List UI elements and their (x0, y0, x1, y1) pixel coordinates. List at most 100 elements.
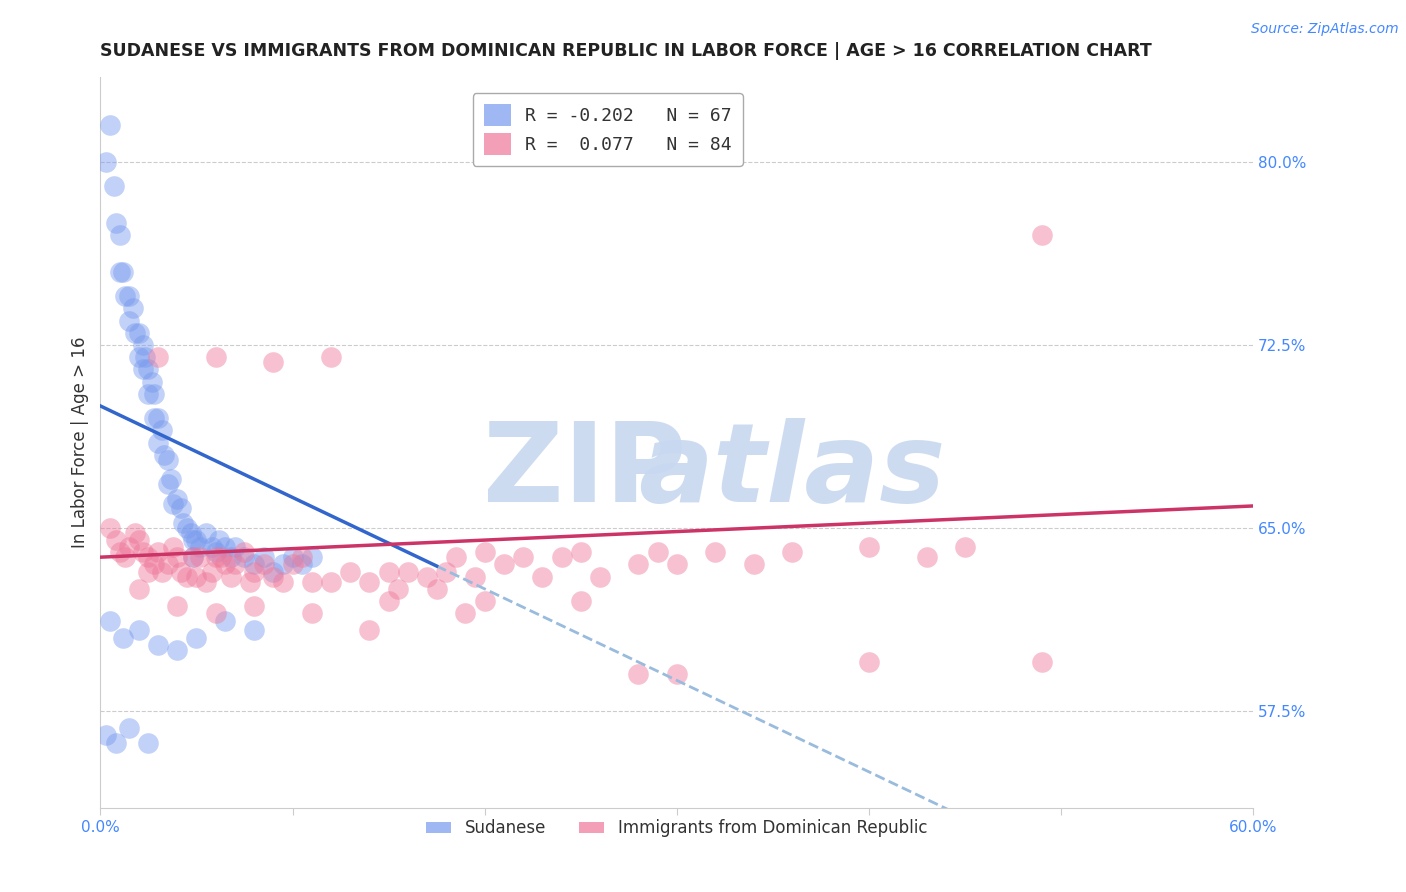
Point (112, 631, 135, 645)
Point (474, 545, 496, 559)
Point (143, 558, 166, 572)
Point (131, 545, 153, 559)
Point (339, 565, 361, 579)
Point (138, 735, 160, 749)
Point (131, 338, 153, 352)
Point (146, 638, 169, 652)
Point (170, 565, 193, 579)
Point (359, 574, 381, 589)
Point (170, 501, 193, 516)
Point (319, 350, 342, 364)
Point (319, 574, 342, 589)
Point (181, 550, 204, 565)
Point (181, 550, 204, 565)
Point (301, 574, 323, 589)
Point (492, 558, 515, 572)
Point (195, 525, 218, 540)
Point (166, 491, 188, 506)
Point (108, 265, 131, 279)
Point (104, 533, 127, 547)
Point (186, 570, 208, 584)
Text: ZIP: ZIP (482, 418, 686, 525)
Point (627, 558, 650, 572)
Point (176, 570, 198, 584)
Text: SUDANESE VS IMMIGRANTS FROM DOMINICAN REPUBLIC IN LABOR FORCE | AGE > 16 CORRELA: SUDANESE VS IMMIGRANTS FROM DOMINICAN RE… (100, 42, 1152, 60)
Point (569, 545, 592, 559)
Point (387, 582, 409, 596)
Point (128, 326, 150, 340)
Point (108, 545, 131, 559)
Point (114, 289, 136, 303)
Point (233, 550, 256, 565)
Point (98, 119, 121, 133)
Point (146, 411, 169, 425)
Point (243, 599, 266, 613)
Point (434, 565, 457, 579)
Legend: Sudanese, Immigrants from Dominican Republic: Sudanese, Immigrants from Dominican Repu… (420, 813, 934, 844)
Point (124, 326, 146, 340)
Point (195, 574, 218, 589)
Y-axis label: In Labor Force | Age > 16: In Labor Force | Age > 16 (72, 337, 89, 549)
Point (301, 607, 323, 621)
Point (98, 614, 121, 628)
Point (98, 521, 121, 535)
Point (550, 550, 572, 565)
Point (186, 631, 208, 645)
Point (124, 525, 146, 540)
Point (239, 574, 262, 589)
Point (214, 541, 236, 555)
Point (214, 558, 236, 572)
Point (104, 216, 127, 230)
Point (188, 541, 211, 555)
Point (416, 570, 439, 584)
Point (377, 594, 399, 608)
Point (128, 582, 150, 596)
Point (444, 550, 467, 565)
Point (141, 375, 163, 389)
Point (118, 721, 141, 735)
Point (176, 521, 198, 535)
Point (233, 545, 256, 559)
Point (156, 452, 179, 467)
Point (172, 516, 194, 530)
Point (454, 607, 477, 621)
Point (143, 411, 166, 425)
Point (181, 533, 204, 547)
Point (858, 541, 880, 555)
Point (281, 558, 304, 572)
Point (188, 550, 211, 565)
Point (166, 599, 188, 613)
Point (204, 607, 226, 621)
Point (118, 289, 141, 303)
Point (160, 472, 183, 486)
Point (146, 545, 169, 559)
Point (291, 558, 314, 572)
Point (201, 541, 224, 555)
Point (359, 624, 381, 638)
Text: Source: ZipAtlas.com: Source: ZipAtlas.com (1251, 22, 1399, 37)
Point (204, 350, 226, 364)
Point (166, 643, 188, 657)
Point (94, 155, 117, 169)
Point (150, 423, 173, 437)
Point (531, 570, 554, 584)
Point (665, 558, 688, 572)
Point (665, 667, 688, 681)
Point (128, 533, 150, 547)
Point (243, 565, 266, 579)
Point (858, 655, 880, 669)
Point (915, 550, 938, 565)
Point (94, 728, 117, 742)
Point (291, 550, 314, 565)
Point (271, 558, 294, 572)
Point (104, 735, 127, 749)
Point (780, 545, 803, 559)
Point (180, 525, 202, 540)
Point (474, 594, 496, 608)
Text: atlas: atlas (638, 418, 946, 525)
Point (219, 570, 242, 584)
Point (396, 565, 419, 579)
Point (204, 545, 226, 559)
Point (150, 565, 173, 579)
Point (131, 362, 153, 376)
